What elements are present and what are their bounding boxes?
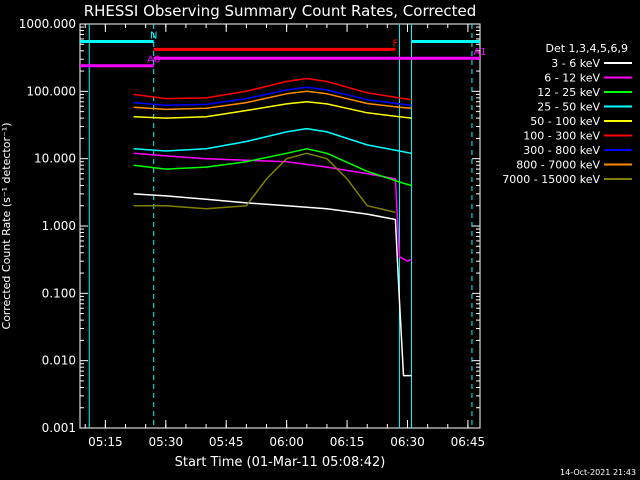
legend-label: 100 - 300 keV	[523, 130, 600, 143]
chart-title: RHESSI Observing Summary Count Rates, Co…	[84, 2, 477, 20]
legend-label: 12 - 25 keV	[537, 86, 600, 99]
axis-ticks	[80, 23, 480, 429]
flag-label-n: N	[150, 30, 157, 41]
x-axis-label: Start Time (01-Mar-11 05:08:42)	[175, 455, 386, 470]
series-line	[133, 101, 412, 119]
series-line	[133, 152, 412, 262]
legend-label: 800 - 7000 keV	[516, 159, 600, 172]
x-tick-label: 06:45	[451, 435, 486, 449]
y-tick-label: 1.000	[42, 219, 76, 233]
vertical-markers	[88, 24, 473, 428]
y-axis-label: Corrected Count Rate (s⁻¹ detector⁻¹)	[0, 123, 13, 330]
plot-area: N F A0 A1	[79, 23, 487, 429]
legend-label: 3 - 6 keV	[551, 57, 600, 70]
x-tick-label: 06:00	[269, 435, 304, 449]
y-tick-label: 0.001	[42, 421, 76, 435]
x-tick-label: 06:15	[330, 435, 365, 449]
series-line	[133, 127, 412, 155]
y-tick-label: 100.000	[26, 84, 76, 98]
legend-label: 50 - 100 keV	[530, 115, 600, 128]
x-tick-label: 06:30	[390, 435, 425, 449]
footer-timestamp: 14-Oct-2021 21:43	[560, 468, 636, 477]
series-line	[133, 152, 396, 214]
series-line	[133, 77, 412, 101]
legend-title: Det 1,3,4,5,6,9	[545, 42, 628, 55]
legend-label: 25 - 50 keV	[537, 101, 600, 114]
y-tick-label: 0.100	[42, 286, 76, 300]
y-tick-label: 1000.000	[19, 17, 76, 31]
series-line	[133, 193, 412, 377]
plot-frame	[79, 23, 481, 429]
series-line	[133, 148, 412, 187]
legend-label: 6 - 12 keV	[544, 72, 600, 85]
legend-label: 7000 - 15000 keV	[502, 173, 600, 186]
flag-label-a0: A0	[147, 55, 160, 66]
y-tick-labels: 0.001 0.010 0.100 1.000 10.000 100.000 1000.00…	[19, 17, 76, 435]
x-tick-label: 05:45	[209, 435, 244, 449]
data-series	[133, 77, 412, 377]
flag-bars: N F A0 A1	[80, 30, 487, 68]
flag-label-a1: A1	[473, 47, 486, 58]
x-tick-labels: 05:15 05:30 05:45 06:00 06:15 06:30 06:45	[88, 435, 485, 449]
y-tick-label: 0.010	[42, 354, 76, 368]
y-tick-label: 10.000	[34, 152, 76, 166]
series-line	[133, 86, 412, 107]
x-tick-label: 05:30	[149, 435, 184, 449]
legend-label: 300 - 800 keV	[523, 144, 600, 157]
x-tick-label: 05:15	[88, 435, 123, 449]
series-line	[133, 90, 412, 111]
flag-label-f: F	[393, 38, 399, 49]
